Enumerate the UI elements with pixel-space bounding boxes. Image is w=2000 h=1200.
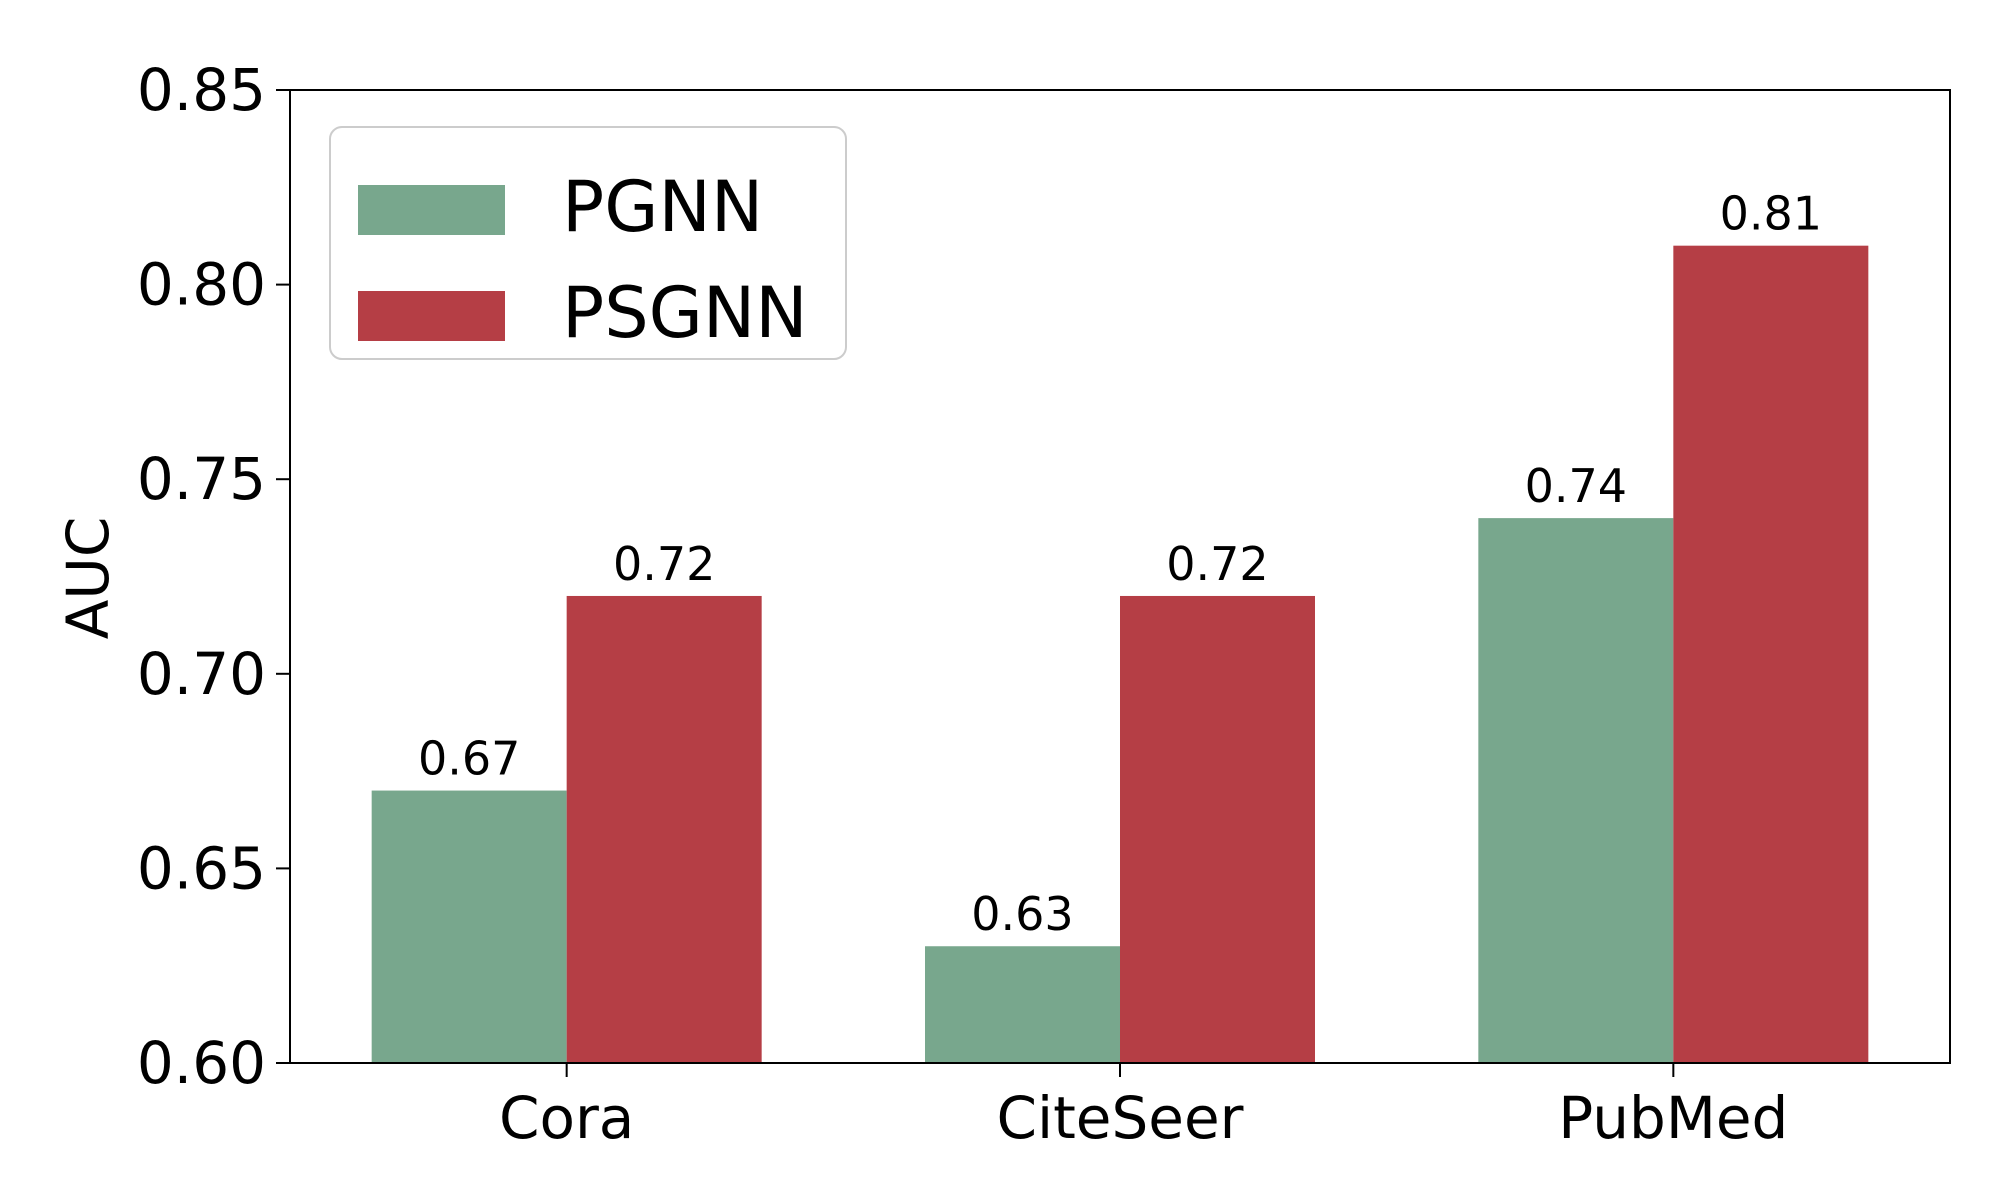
value-label-psgnn-citeseer: 0.72 [1166,537,1268,591]
y-tick-label: 0.70 [137,640,266,708]
x-axis: Cora CiteSeer PubMed [499,1063,1788,1152]
x-tick-label-pubmed: PubMed [1558,1084,1788,1152]
bar-psgnn-citeseer [1120,595,1315,1063]
y-tick-label: 0.75 [137,445,266,513]
bar-psgnn-cora [566,595,762,1063]
value-label-psgnn-pubmed: 0.81 [1720,187,1822,241]
bar-pgnn-citeseer [925,946,1120,1063]
value-label-pgnn-cora: 0.67 [418,732,520,786]
y-tick-label: 0.65 [137,834,266,902]
legend-swatch-pgnn [358,185,505,235]
y-tick-label: 0.60 [137,1029,266,1097]
bars-layer [371,245,1869,1063]
value-label-pgnn-pubmed: 0.74 [1525,459,1627,513]
bar-psgnn-pubmed [1673,245,1869,1063]
x-tick-label-cora: Cora [499,1084,634,1152]
value-label-pgnn-citeseer: 0.63 [971,887,1073,941]
y-axis-label: AUC [54,517,122,640]
value-labels-layer: 0.67 0.63 0.74 0.72 0.72 0.81 [418,187,1822,942]
legend-swatch-psgnn [358,291,505,341]
legend-label-pgnn: PGNN [562,166,763,248]
y-tick-label: 0.80 [137,251,266,319]
x-tick-label-citeseer: CiteSeer [996,1084,1243,1152]
bar-pgnn-pubmed [1478,518,1674,1063]
legend-label-psgnn: PSGNN [562,272,808,354]
y-tick-label: 0.85 [137,56,266,124]
y-axis: 0.60 0.65 0.70 0.75 0.80 0.85 [137,56,290,1097]
bar-pgnn-cora [371,790,567,1063]
value-label-psgnn-cora: 0.72 [613,537,715,591]
legend: PGNN PSGNN [329,126,847,360]
